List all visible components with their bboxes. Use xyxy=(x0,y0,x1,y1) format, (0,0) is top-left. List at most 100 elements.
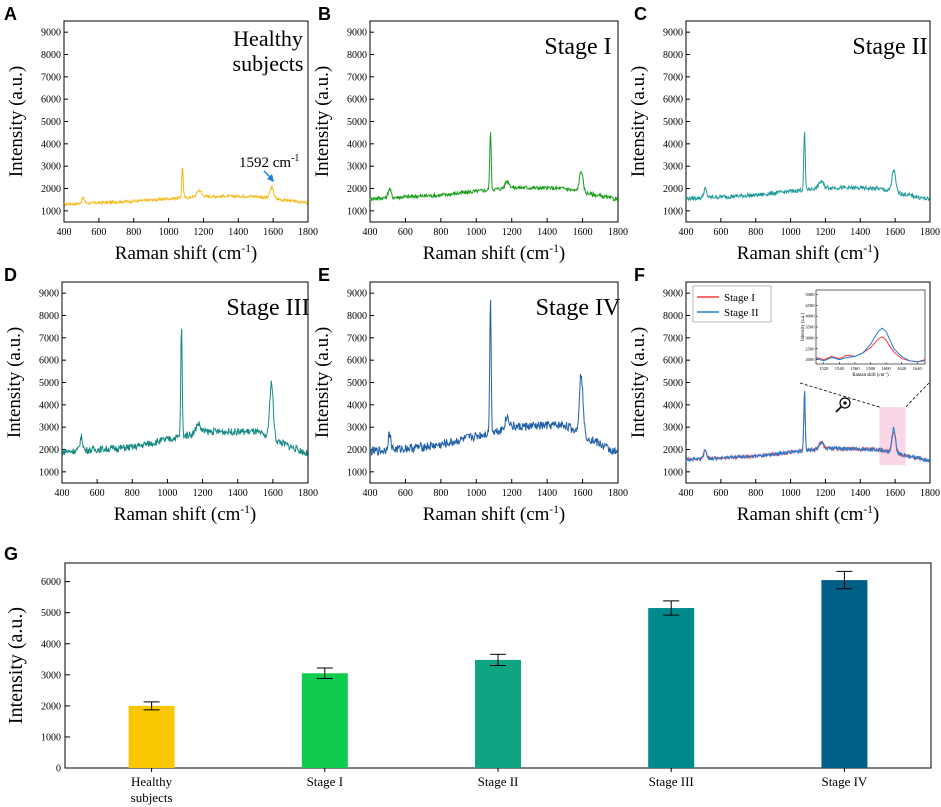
y-tick-label: 5000 xyxy=(41,608,61,619)
bar-stage-iv xyxy=(821,580,868,768)
series-line-stage-iii xyxy=(61,328,309,457)
x-axis-label: Raman shift (cm-1) xyxy=(423,504,565,525)
bar-healthy-subjects xyxy=(128,705,175,768)
inset-y-tick-label: 4000 xyxy=(805,314,815,319)
x-tick-label: 600 xyxy=(90,488,105,499)
inset-x-tick-label: 1600 xyxy=(881,366,891,371)
x-tick-label: Stage II xyxy=(478,774,519,789)
series-line-stage-ii xyxy=(685,131,930,202)
inset-y-tick-label: 2500 xyxy=(805,346,815,351)
panel-title: Stage III xyxy=(226,295,309,321)
panel-title: Stage IV xyxy=(536,295,621,321)
x-tick-label: 1400 xyxy=(537,488,557,499)
y-tick-label: 8000 xyxy=(347,311,367,322)
inset-y-tick-label: 2000 xyxy=(805,357,815,362)
y-tick-label: 2000 xyxy=(347,184,367,195)
x-tick-label: 1600 xyxy=(573,227,593,238)
magnifier-icon xyxy=(835,397,851,413)
x-tick-label: 600 xyxy=(398,488,413,499)
y-tick-label: 5000 xyxy=(663,117,683,128)
panel-f: F 400 600 800 1000 1200 1400 1600 1800 1000 2000 30… xyxy=(628,265,940,525)
x-tick-label: 1400 xyxy=(537,227,557,238)
y-tick-label: 6000 xyxy=(39,356,59,367)
y-tick-label: 1000 xyxy=(41,732,61,743)
inset-x-tick-label: 1620 xyxy=(897,366,907,371)
panel-b: B 400 600 800 1000 1200 1400 1600 1800 1000 2000 30… xyxy=(312,4,628,264)
x-tick-label: Stage III xyxy=(649,774,694,789)
y-tick-label: 1000 xyxy=(347,206,367,217)
arrow-head-icon xyxy=(267,174,274,182)
x-tick-label: 1200 xyxy=(815,227,835,238)
y-tick-label: 5000 xyxy=(39,378,59,389)
x-tick-label: 1600 xyxy=(885,488,905,499)
y-axis-label: Intensity (a.u.) xyxy=(5,607,27,724)
y-tick-label: 7000 xyxy=(663,72,683,83)
inset-background xyxy=(800,285,929,383)
y-tick-label: 1000 xyxy=(41,206,61,217)
y-tick-label: 4000 xyxy=(663,139,683,150)
legend: Stage I Stage II xyxy=(692,285,772,323)
y-tick-label: 7000 xyxy=(347,72,367,83)
x-tick-label: 1000 xyxy=(157,488,177,499)
panel-title: Healthy xyxy=(233,26,303,51)
x-tick-label: 1600 xyxy=(263,488,283,499)
y-tick-label: 0 xyxy=(56,764,61,775)
y-tick-label: 1000 xyxy=(663,206,683,217)
y-tick-label: 4000 xyxy=(663,400,683,411)
inset-series-line xyxy=(815,327,926,363)
y-tick-label: 9000 xyxy=(663,289,683,300)
y-tick-label: 7000 xyxy=(39,333,59,344)
series-line-stage-iv xyxy=(369,299,619,456)
inset-y-tick-label: 3500 xyxy=(805,325,815,330)
y-tick-label: 4000 xyxy=(347,400,367,411)
y-tick-label: 9000 xyxy=(347,289,367,300)
x-tick-label: 400 xyxy=(679,227,694,238)
x-tick-label: 1400 xyxy=(228,488,248,499)
y-tick-label: 2000 xyxy=(39,445,59,456)
panel-letter: C xyxy=(634,4,647,24)
x-tick-label: subjects xyxy=(131,790,173,805)
y-axis-label: Intensity (a.u.) xyxy=(312,327,333,438)
legend-box xyxy=(692,285,772,323)
inset-x-tick-label: 1520 xyxy=(819,366,829,371)
legend-label: Stage I xyxy=(724,292,755,304)
x-tick-label: Healthy xyxy=(131,774,173,789)
zoom-guide-line xyxy=(799,382,880,408)
panel-e: E 400 600 800 1000 1200 1400 1600 1800 1000 2000 30… xyxy=(312,265,628,525)
x-tick-label: Stage I xyxy=(307,774,343,789)
x-tick-label: 1400 xyxy=(850,488,870,499)
y-tick-label: 3000 xyxy=(347,162,367,173)
x-axis-label: Raman shift (cm-1) xyxy=(114,504,256,525)
y-tick-label: 3000 xyxy=(347,423,367,434)
y-tick-label: 8000 xyxy=(663,311,683,322)
y-tick-label: 2000 xyxy=(41,184,61,195)
x-tick-label: 1600 xyxy=(885,227,905,238)
inset-y-axis-label: Intensity (a.u.) xyxy=(801,313,806,342)
magnifier-handle xyxy=(835,406,842,413)
x-tick-label: 1000 xyxy=(466,488,486,499)
y-tick-label: 9000 xyxy=(39,289,59,300)
y-tick-label: 2000 xyxy=(663,184,683,195)
x-tick-label: 1800 xyxy=(920,488,940,499)
series-line-healthy-subjects xyxy=(63,167,308,207)
y-tick-label: 7000 xyxy=(663,333,683,344)
y-tick-label: 1000 xyxy=(347,467,367,478)
panel-letter: D xyxy=(4,265,17,285)
x-tick-label: 600 xyxy=(713,488,728,499)
y-tick-label: 6000 xyxy=(663,356,683,367)
inset-x-tick-label: 1580 xyxy=(866,366,876,371)
x-tick-label: 800 xyxy=(126,227,141,238)
bar-stage-iii xyxy=(648,608,695,768)
magnifier-lens xyxy=(839,397,851,409)
y-axis-label: Intensity (a.u.) xyxy=(312,66,333,177)
y-tick-label: 2000 xyxy=(41,701,61,712)
x-tick-label: 800 xyxy=(125,488,140,499)
y-tick-label: 2000 xyxy=(663,445,683,456)
y-tick-label: 8000 xyxy=(663,50,683,61)
y-tick-label: 5000 xyxy=(347,378,367,389)
x-tick-label: 1200 xyxy=(193,227,213,238)
x-tick-label: 400 xyxy=(363,488,378,499)
panel-g: G 0 1000 2000 3000 4000 5000 6000 Intensity (a.u… xyxy=(4,544,932,805)
x-tick-label: 400 xyxy=(55,488,70,499)
x-tick-label: 1000 xyxy=(781,227,801,238)
